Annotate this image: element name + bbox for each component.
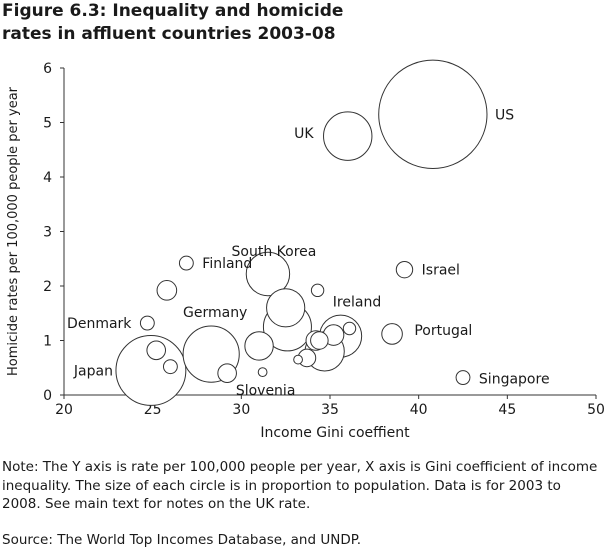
point-label-israel: Israel <box>422 263 460 279</box>
figure-note: Note: The Y axis is rate per 100,000 peo… <box>2 459 598 512</box>
point-label-us: US <box>495 107 514 123</box>
y-tick-label: 0 <box>43 388 52 404</box>
y-tick-label: 6 <box>43 61 52 77</box>
bubble-slovenia <box>257 367 268 377</box>
y-tick-label: 3 <box>43 225 52 241</box>
bubble-us <box>378 59 488 169</box>
bubble-denmark <box>139 315 155 331</box>
bubble-czech-republic <box>156 280 178 301</box>
point-label-japan: Japan <box>73 363 113 379</box>
x-tick-label: 40 <box>410 402 428 418</box>
figure-title: Figure 6.3: Inequality and homicide rate… <box>2 1 344 44</box>
x-tick-label: 50 <box>587 402 604 418</box>
bubble <box>244 331 274 361</box>
bubble <box>146 340 167 361</box>
x-tick-label: 45 <box>498 402 516 418</box>
bubble <box>293 354 303 365</box>
y-tick-label: 1 <box>43 334 52 350</box>
figure-source: Source: The World Top Incomes Database, … <box>2 532 362 548</box>
point-label-denmark: Denmark <box>67 316 132 332</box>
point-label-singapore: Singapore <box>479 372 550 388</box>
x-tick-label: 30 <box>232 402 250 418</box>
x-tick-label: 35 <box>321 402 339 418</box>
point-label-ireland: Ireland <box>333 294 381 310</box>
bubble <box>162 359 178 375</box>
point-label-uk: UK <box>294 126 314 142</box>
x-tick-label: 20 <box>55 402 73 418</box>
bubble-israel <box>395 260 414 279</box>
bubble <box>310 331 329 350</box>
bubble-uk <box>323 111 373 161</box>
point-label-slovenia: Slovenia <box>236 383 296 399</box>
point-label-finland: Finland <box>202 256 252 272</box>
bubble-singapore <box>455 370 471 385</box>
bubble-ireland <box>310 283 325 298</box>
y-tick-label: 4 <box>43 170 52 186</box>
bubble <box>342 321 357 336</box>
y-tick-label: 2 <box>43 279 52 295</box>
bubble <box>217 363 237 384</box>
x-tick-label: 25 <box>144 402 162 418</box>
point-label-south-korea: South Korea <box>232 244 317 260</box>
bubble <box>266 288 306 328</box>
x-axis-label: Income Gini coeffient <box>260 425 410 441</box>
y-axis-label: Homicide rates per 100,000 people per ye… <box>6 86 21 376</box>
bubble-japan <box>115 335 187 406</box>
point-label-germany: Germany <box>183 305 247 321</box>
bubble-south-korea <box>245 251 291 297</box>
point-label-portugal: Portugal <box>414 323 472 339</box>
bubble-portugal <box>381 323 403 345</box>
bubble-finland <box>178 255 194 271</box>
y-tick-label: 5 <box>43 116 52 132</box>
